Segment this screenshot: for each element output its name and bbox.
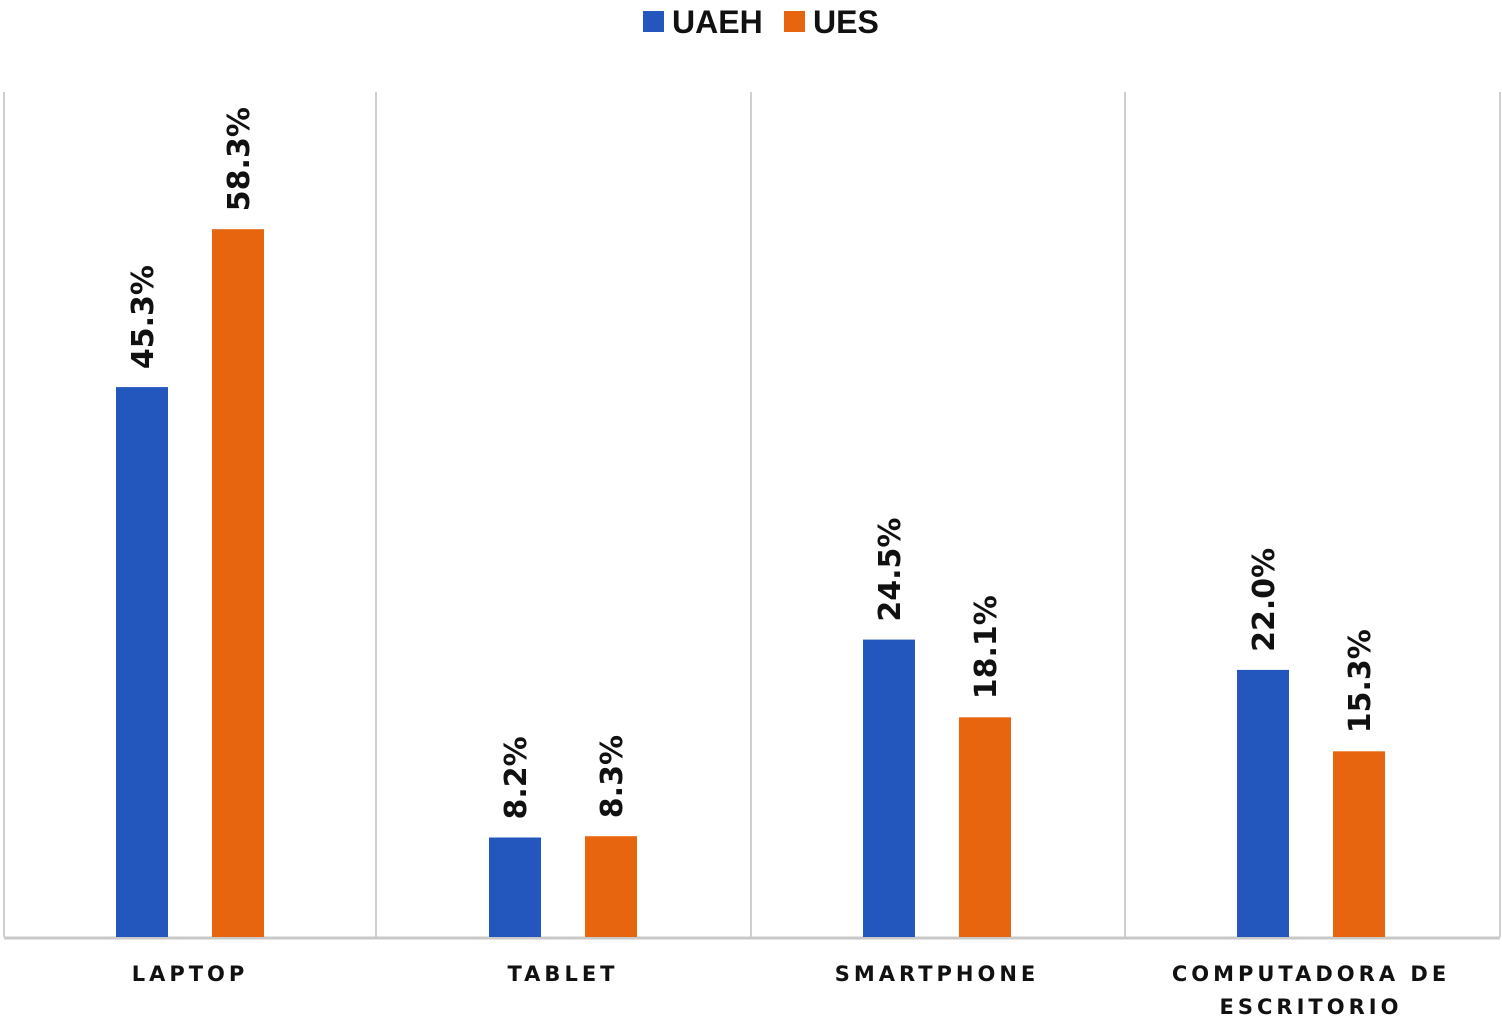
category-separators: [3, 92, 1501, 937]
category-label: ESCRITORIO: [1220, 995, 1403, 1019]
bar-ues-laptop: [212, 229, 264, 937]
category-label: TABLET: [507, 962, 618, 986]
bar-uaeh-laptop: [116, 387, 168, 938]
category-labels-group: LAPTOP TABLET SMARTPHONE COMPUTADORA DE ESCR…: [132, 962, 1450, 1019]
legend-swatch-uaeh: [643, 11, 664, 32]
bar-ues-computadora-de-escritorio: [1333, 751, 1385, 937]
data-label-ues-smartphone: 18.1%: [969, 595, 1004, 699]
bars-group: [116, 229, 1385, 938]
legend-label-uaeh: UAEH: [672, 4, 763, 40]
data-labels-group: 45.3% 58.3% 8.2% 8.3% 24.5% 18.1% 22.0% 15.3%: [126, 107, 1378, 819]
bar-uaeh-smartphone: [863, 639, 915, 937]
data-label-uaeh-computadora-de-escritorio: 22.0%: [1247, 548, 1282, 652]
data-label-ues-tablet: 8.3%: [595, 735, 630, 818]
legend-swatch-ues: [784, 11, 805, 32]
bar-uaeh-tablet: [489, 837, 541, 937]
data-label-ues-computadora-de-escritorio: 15.3%: [1343, 629, 1378, 733]
data-label-uaeh-smartphone: 24.5%: [873, 518, 908, 622]
legend-label-ues: UES: [813, 4, 879, 40]
data-label-uaeh-tablet: 8.2%: [499, 736, 534, 819]
category-label: LAPTOP: [132, 962, 249, 986]
bar-ues-tablet: [585, 836, 637, 937]
data-label-ues-laptop: 58.3%: [222, 107, 257, 211]
category-label: SMARTPHONE: [835, 962, 1040, 986]
bar-uaeh-computadora-de-escritorio: [1237, 669, 1289, 937]
category-label: COMPUTADORA DE: [1172, 962, 1450, 986]
data-label-uaeh-laptop: 45.3%: [126, 265, 161, 369]
bar-ues-smartphone: [959, 717, 1011, 937]
legend: UAEH UES: [643, 4, 879, 40]
